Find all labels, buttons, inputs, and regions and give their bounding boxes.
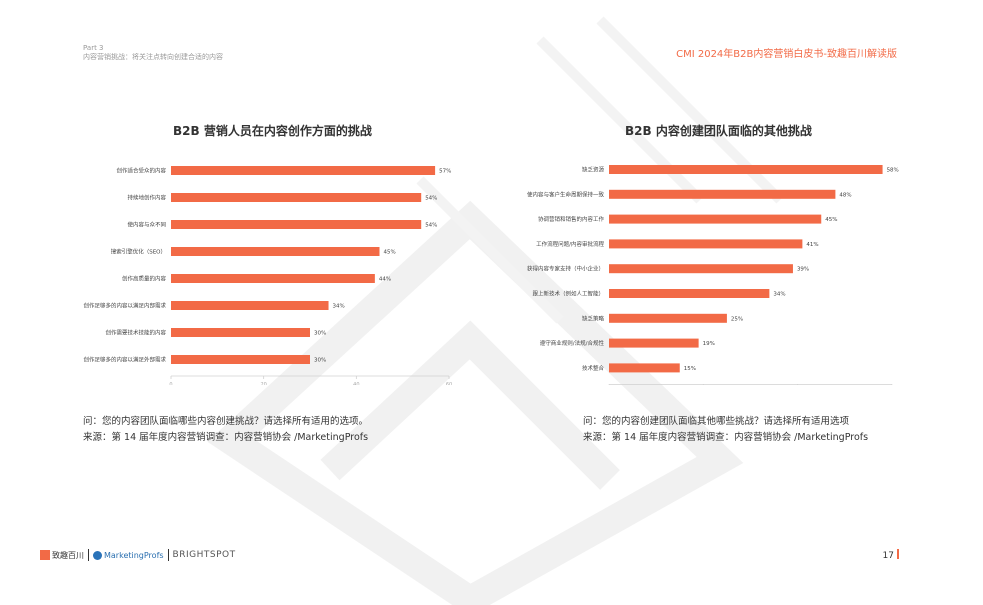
left-question: 问：您的内容团队面临哪些内容创建挑战？请选择所有适用的选项。	[83, 416, 369, 427]
category-label: 创作需要技术技能的内容	[105, 329, 166, 337]
right-question: 问：您的内容创建团队面临其他哪些挑战？请选择所有适用选项	[583, 416, 850, 427]
value-label: 58%	[887, 168, 899, 174]
value-label: 45%	[384, 250, 396, 256]
value-label: 25%	[731, 316, 743, 322]
category-label: 创作足够多的内容以满足外部需求	[83, 356, 166, 364]
baichuan-logo: 致趣百川	[40, 550, 84, 561]
category-label: 技术整合	[582, 364, 605, 372]
baichuan-logo-icon	[40, 550, 50, 560]
category-label: 获得内容专家支持（中小企业）	[527, 265, 604, 273]
page-number-accent	[897, 549, 899, 559]
value-label: 41%	[806, 242, 818, 248]
bar	[171, 193, 422, 202]
value-label: 30%	[314, 358, 326, 364]
left-bar-chart: 0 20 40 60 创作适合受众的内容 57% 持续地创作内容 54% 使内容与众不同 54% 搜…	[83, 166, 452, 385]
value-label: 39%	[797, 267, 809, 273]
category-label: 缺乏资源	[582, 166, 605, 174]
bar	[171, 220, 422, 229]
page-number: 17	[883, 549, 899, 561]
bar	[609, 189, 836, 199]
value-label: 48%	[839, 192, 851, 198]
part-label: Part 3	[83, 44, 104, 52]
category-label: 搜索引擎优化（SEO）	[111, 248, 166, 256]
value-label: 15%	[684, 366, 696, 372]
category-label: 创作高质量的内容	[122, 275, 167, 283]
left-chart-title: B2B 营销人员在内容创作方面的挑战	[173, 124, 372, 138]
right-bar-chart: 0204060缺乏资源58%使内容与客户生命周期保持一致48%协调营销和销售的内…	[527, 165, 899, 385]
bar	[609, 363, 680, 373]
bar	[609, 338, 699, 348]
bar	[171, 328, 310, 337]
value-label: 44%	[379, 277, 391, 283]
category-label: 创作适合受众的内容	[116, 167, 166, 175]
logo-divider	[88, 549, 89, 561]
category-label: 跟上新技术（例如人工智能）	[532, 290, 604, 298]
category-label: 遵守商业规则/法规/合规性	[540, 339, 605, 347]
x-tick-label: 0	[169, 382, 172, 385]
category-label: 使内容与众不同	[127, 221, 166, 229]
right-chart-title: B2B 内容创建团队面临的其他挑战	[625, 124, 812, 138]
left-notes: 问：您的内容团队面临哪些内容创建挑战？请选择所有适用的选项。 来源：第 14 届…	[83, 414, 368, 446]
document-title: CMI 2024年B2B内容营销白皮书-致趣百川解读版	[676, 49, 897, 60]
category-label: 协调营销和销售的内容工作	[538, 215, 605, 223]
part-block: Part 3 内容营销挑战：将关注点转向创建合适的内容	[83, 44, 223, 62]
x-tick-label: 20	[260, 382, 266, 385]
category-label: 工作流程问题/内容审批流程	[536, 240, 604, 248]
value-label: 34%	[773, 292, 785, 298]
category-label: 持续地创作内容	[127, 194, 166, 202]
bar	[171, 166, 436, 175]
bar	[171, 301, 329, 310]
bar	[609, 214, 822, 224]
value-label: 30%	[314, 331, 326, 337]
page-number-text: 17	[882, 551, 894, 561]
footer-logos: 致趣百川 MarketingProfs BRIGHTSPOT	[40, 547, 236, 563]
category-label: 缺乏策略	[582, 314, 605, 322]
x-tick-label: 60	[446, 382, 452, 385]
brightspot-logo-text: BRIGHTSPOT	[172, 550, 236, 560]
bar	[171, 355, 310, 364]
value-label: 34%	[333, 304, 345, 310]
category-label: 使内容与客户生命周期保持一致	[527, 190, 605, 198]
bar	[171, 247, 380, 256]
value-label: 19%	[703, 341, 715, 347]
value-label: 54%	[425, 196, 437, 202]
x-tick-label: 40	[353, 382, 359, 385]
bar	[171, 274, 375, 283]
bar	[609, 264, 793, 274]
bar	[609, 165, 883, 174]
value-label: 54%	[425, 223, 437, 229]
value-label: 57%	[439, 169, 451, 175]
bar	[609, 313, 727, 323]
bar	[609, 289, 770, 298]
category-label: 创作足够多的内容以满足内部需求	[83, 302, 166, 310]
bar	[609, 239, 803, 249]
value-label: 45%	[825, 217, 837, 223]
right-notes: 问：您的内容创建团队面临其他哪些挑战？请选择所有适用选项 来源：第 14 届年度…	[583, 414, 868, 446]
left-source: 来源：第 14 届年度内容营销调查：内容营销协会 /MarketingProfs	[83, 432, 369, 443]
marketingprofs-logo-text: MarketingProfs	[104, 550, 164, 560]
logo-divider	[167, 549, 169, 561]
marketingprofs-logo-icon	[93, 550, 102, 560]
baichuan-logo-text: 致趣百川	[52, 550, 84, 560]
part-subtitle: 内容营销挑战：将关注点转向创建合适的内容	[83, 53, 223, 61]
right-source: 来源：第 14 届年度内容营销调查：内容营销协会 /MarketingProfs	[583, 432, 869, 443]
